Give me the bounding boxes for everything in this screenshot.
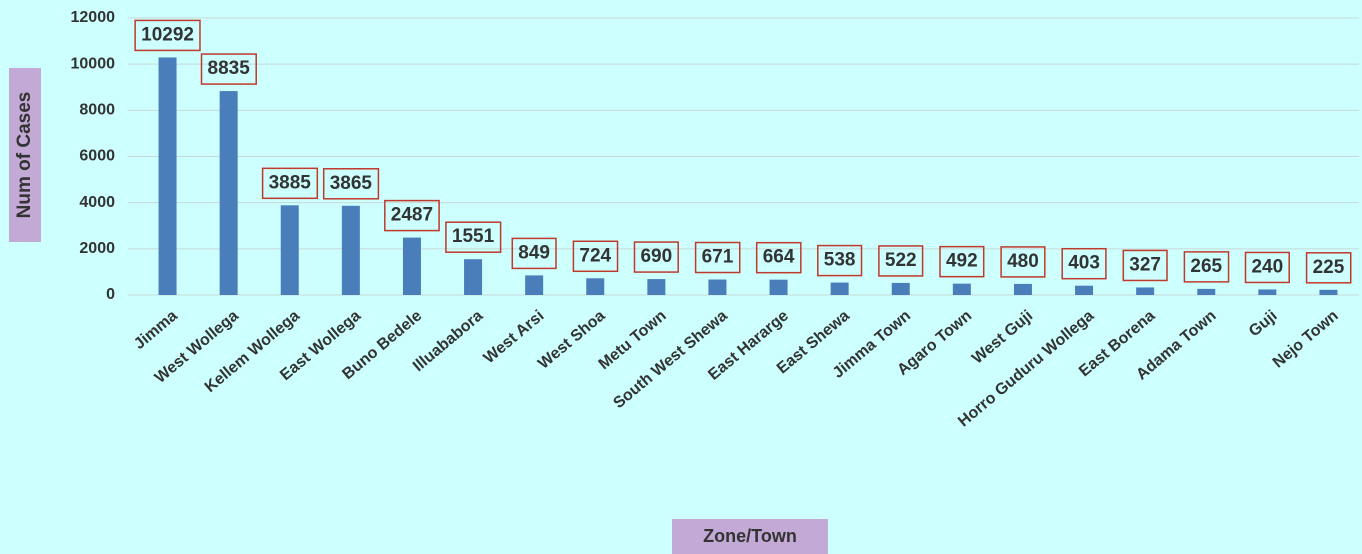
bar [280, 205, 299, 295]
bar [952, 283, 971, 295]
data-label: 327 [1129, 254, 1161, 275]
bar [586, 278, 605, 295]
data-label-box [1061, 247, 1107, 280]
data-label: 690 [640, 246, 672, 267]
data-label: 664 [763, 247, 795, 268]
y-tick-label: 0 [106, 286, 115, 303]
y-axis-title: Num of Cases [14, 92, 35, 219]
y-tick-label: 2000 [79, 240, 115, 257]
y-tick-label: 12000 [71, 9, 116, 26]
x-axis-title: Zone/Town [703, 526, 797, 546]
y-axis-title-box [9, 68, 41, 242]
data-label: 492 [946, 251, 978, 272]
data-label: 225 [1313, 257, 1345, 278]
data-label-box [1244, 251, 1290, 284]
bar [1136, 287, 1155, 295]
bar [1075, 285, 1094, 295]
data-label: 8835 [208, 58, 251, 79]
data-label-box [322, 168, 380, 200]
bar [1197, 288, 1216, 295]
data-label-box [1183, 251, 1230, 283]
data-label: 265 [1190, 256, 1222, 277]
data-label: 849 [518, 242, 550, 263]
data-label: 403 [1068, 253, 1100, 274]
bar [219, 91, 238, 295]
data-label-box [445, 221, 502, 253]
data-label: 538 [824, 250, 856, 271]
bar [830, 282, 849, 295]
y-tick-label: 4000 [79, 194, 115, 211]
data-label: 1551 [452, 226, 495, 247]
x-axis-title-box [672, 519, 828, 554]
bar [158, 57, 177, 296]
bar [525, 275, 544, 295]
bar [1013, 283, 1032, 295]
data-label: 2487 [391, 205, 433, 226]
bar [341, 205, 360, 295]
data-label: 10292 [141, 24, 194, 45]
data-label-box [572, 240, 619, 273]
data-label: 522 [885, 250, 917, 271]
data-label-box [817, 244, 863, 277]
data-label: 724 [579, 245, 611, 266]
data-label-box [755, 241, 802, 274]
bar [769, 279, 788, 295]
data-label-box [1000, 246, 1046, 278]
data-label-box [511, 237, 557, 270]
data-label: 240 [1251, 256, 1283, 277]
data-label-box [384, 199, 440, 232]
bar [708, 279, 727, 295]
data-label-box [878, 245, 924, 277]
data-label-box [1305, 252, 1352, 284]
data-label: 3885 [269, 172, 312, 193]
data-label: 480 [1007, 251, 1039, 272]
y-tick-label: 8000 [79, 102, 115, 119]
data-label-box [633, 241, 679, 273]
bar [647, 279, 666, 295]
bar [1319, 289, 1338, 295]
data-label-box [694, 241, 741, 274]
data-label: 671 [702, 247, 734, 268]
bar [1258, 289, 1277, 295]
data-label: 3865 [330, 173, 373, 194]
bar [402, 237, 421, 295]
data-label-box [134, 19, 201, 52]
bar [464, 259, 483, 295]
data-label-box [200, 53, 257, 85]
y-tick-label: 6000 [79, 148, 115, 165]
data-label-box [261, 167, 319, 200]
y-tick-label: 10000 [71, 55, 116, 72]
data-label-box [939, 245, 985, 278]
bar [891, 282, 910, 295]
data-label-box [1122, 249, 1168, 282]
